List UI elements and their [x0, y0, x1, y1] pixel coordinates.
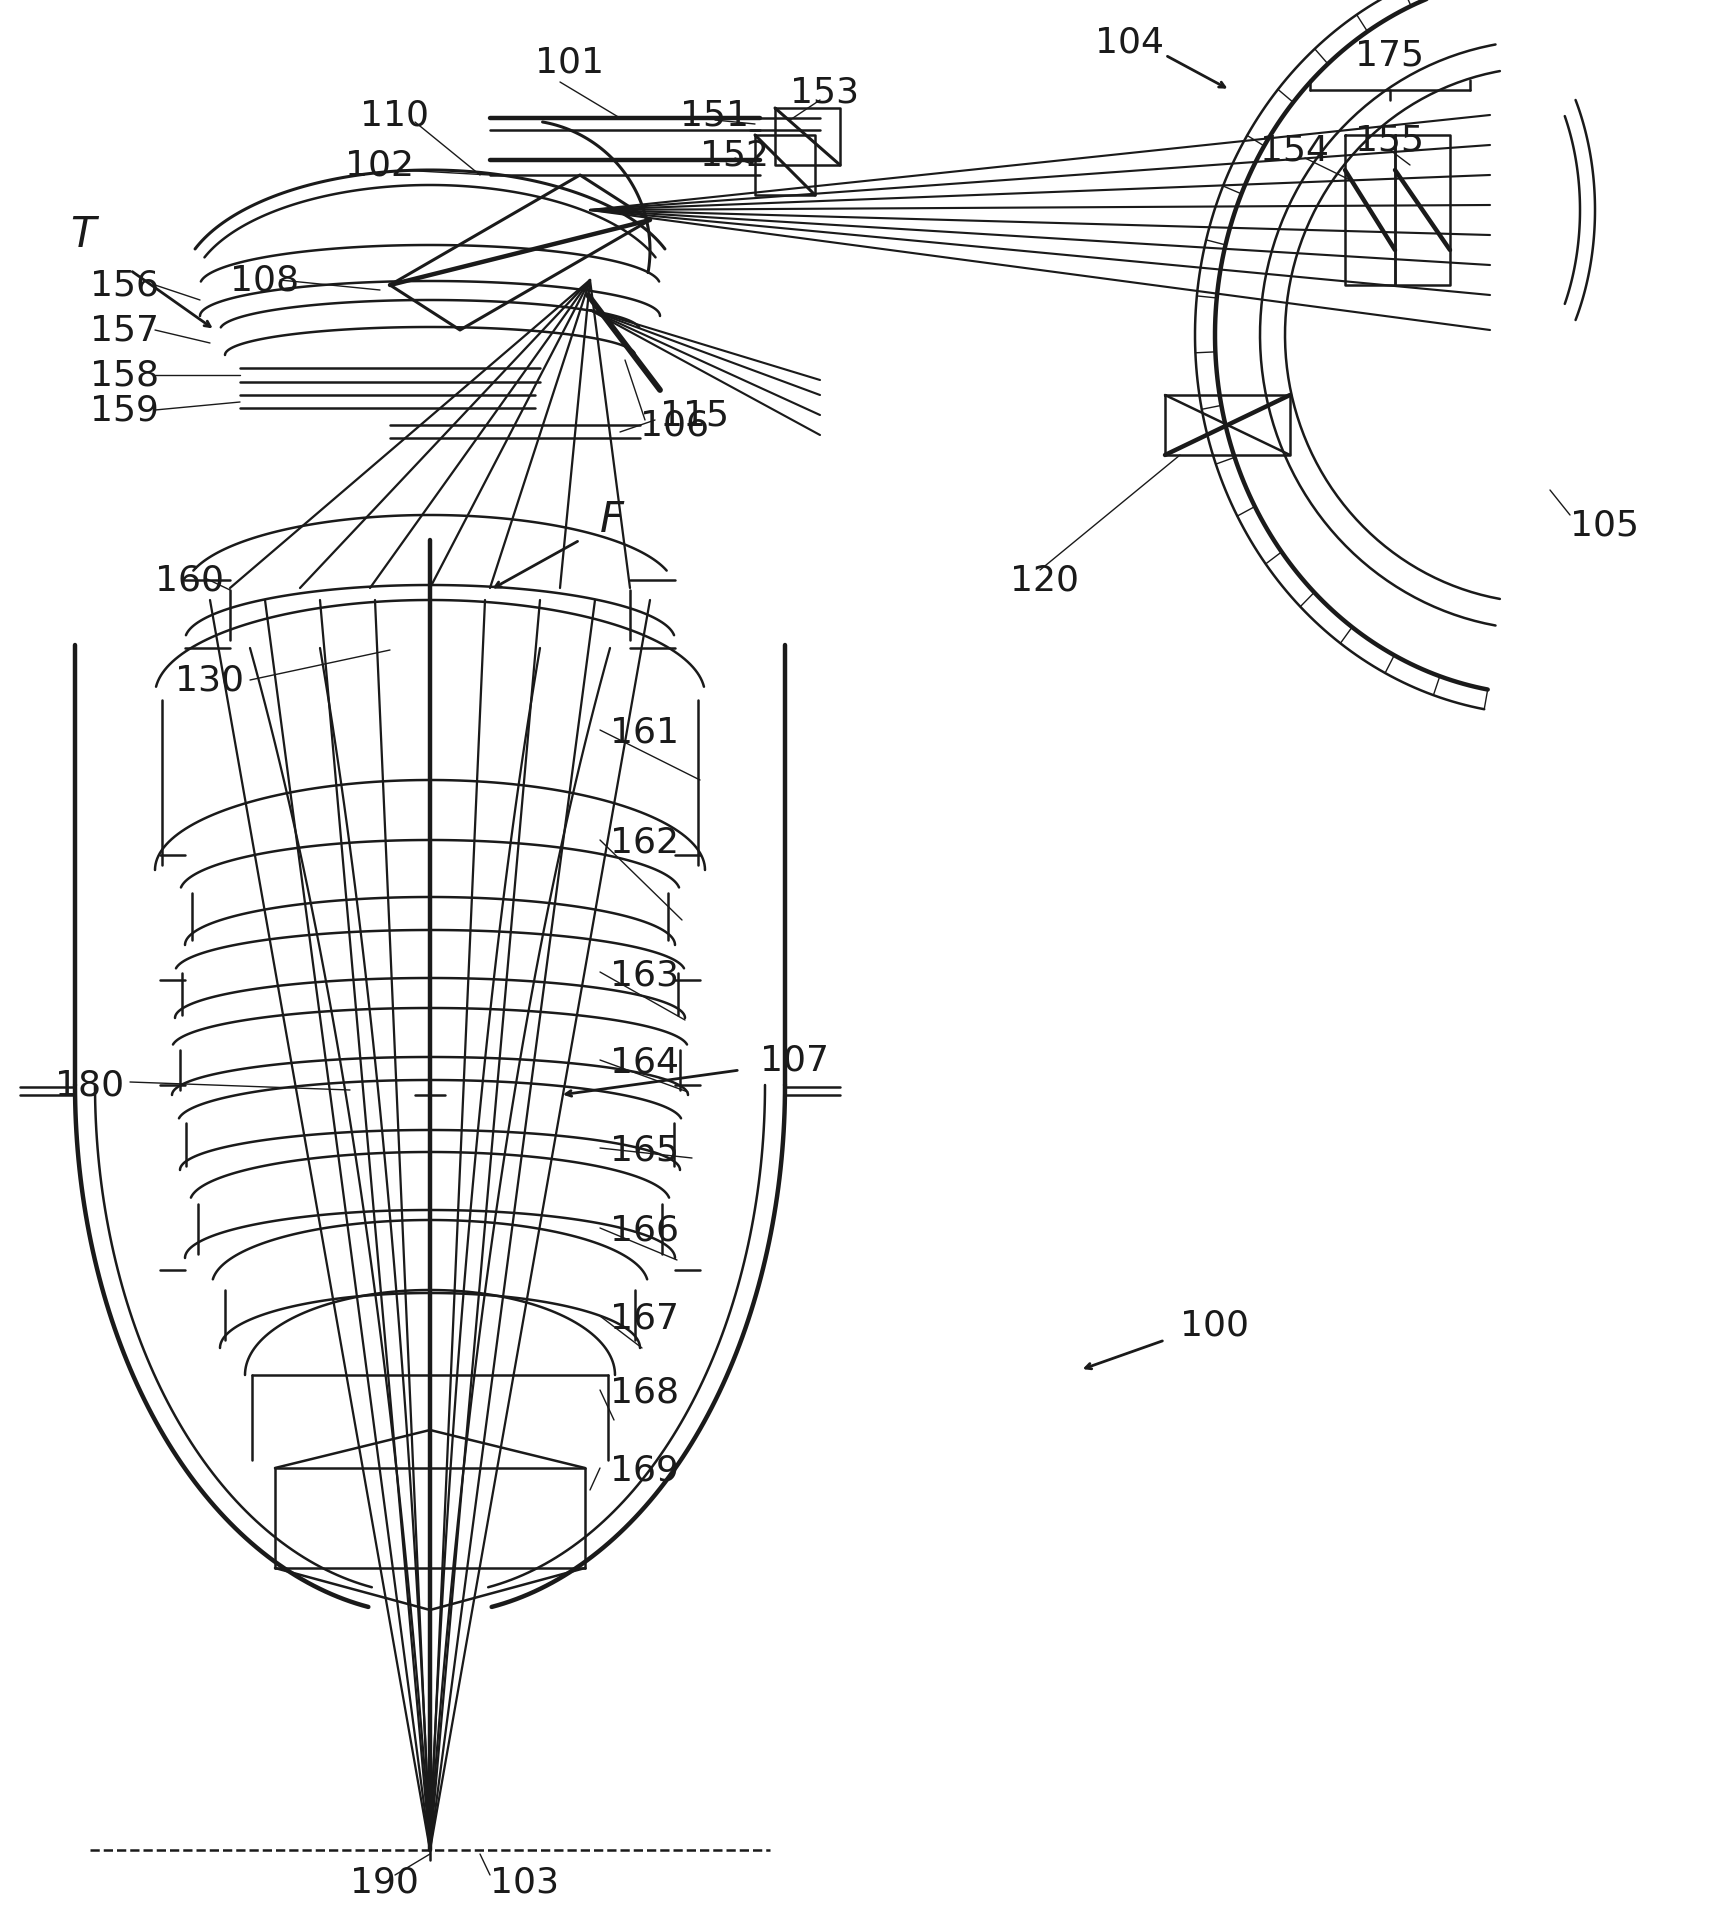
Text: 160: 160 — [156, 563, 224, 596]
Text: 130: 130 — [174, 663, 244, 696]
Text: 115: 115 — [660, 398, 730, 433]
Text: 161: 161 — [610, 715, 678, 748]
Text: 166: 166 — [610, 1213, 678, 1246]
Text: 107: 107 — [761, 1042, 829, 1077]
Text: 180: 180 — [55, 1067, 125, 1102]
Text: T: T — [70, 213, 96, 256]
Text: 155: 155 — [1355, 123, 1424, 158]
Text: 103: 103 — [490, 1865, 559, 1900]
Text: 108: 108 — [231, 263, 299, 296]
Text: 154: 154 — [1260, 133, 1330, 167]
Text: 101: 101 — [535, 44, 603, 79]
Text: 120: 120 — [1010, 563, 1078, 596]
Text: 157: 157 — [91, 313, 159, 346]
Text: 102: 102 — [345, 148, 414, 183]
Text: 169: 169 — [610, 1454, 678, 1486]
Text: 165: 165 — [610, 1133, 678, 1167]
Text: 167: 167 — [610, 1302, 678, 1335]
Text: 158: 158 — [91, 358, 159, 392]
Text: 152: 152 — [701, 138, 769, 171]
Text: 100: 100 — [1179, 1308, 1249, 1342]
Text: F: F — [600, 498, 624, 540]
Text: 164: 164 — [610, 1044, 678, 1079]
Text: 163: 163 — [610, 958, 678, 992]
Text: 104: 104 — [1095, 25, 1164, 60]
Text: 110: 110 — [361, 98, 429, 133]
Text: 159: 159 — [91, 392, 159, 427]
Text: 153: 153 — [790, 75, 860, 110]
Text: 175: 175 — [1355, 38, 1425, 71]
Text: 106: 106 — [639, 408, 709, 442]
Text: 156: 156 — [91, 267, 159, 302]
Text: 190: 190 — [350, 1865, 419, 1900]
Text: 168: 168 — [610, 1375, 678, 1410]
Text: 162: 162 — [610, 825, 678, 860]
Text: 105: 105 — [1571, 508, 1639, 542]
Text: 151: 151 — [680, 98, 749, 133]
